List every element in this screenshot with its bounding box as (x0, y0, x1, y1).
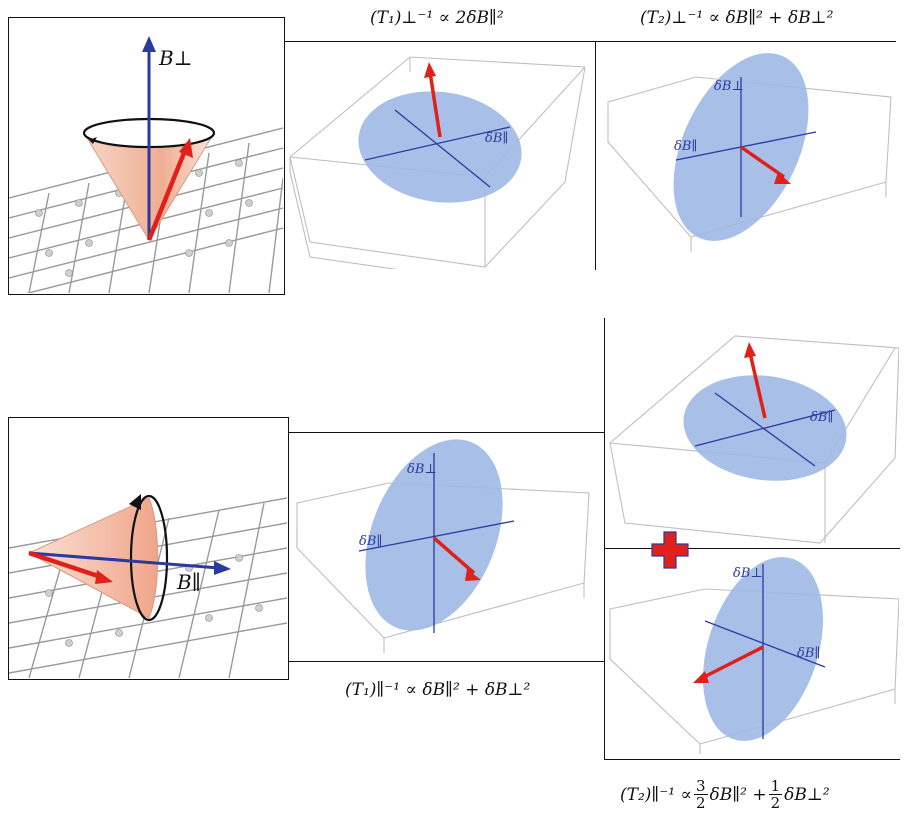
graphene-perp-illustration (8, 36, 284, 299)
eq-t2-par-term2: δB⊥² (784, 784, 830, 805)
db-perp-label: δB⊥ (733, 566, 763, 581)
db-par-label: δB∥ (359, 534, 382, 549)
db-par-label: δB∥ (485, 131, 508, 146)
t1-par-slab: δB⊥ δB∥ (296, 439, 590, 653)
t2-par-upper-panel: δB∥ (604, 318, 900, 549)
eq-t2-par-term1: δB∥² + (709, 784, 767, 805)
plus-icon (651, 531, 689, 569)
db-par-label: δB∥ (797, 646, 820, 661)
db-par-label: δB∥ (674, 139, 697, 154)
b-perp-label: B⊥ (159, 46, 193, 70)
eq-t2-par: (T₂)∥⁻¹ ∝ 3 2 δB∥² + 1 2 δB⊥² (620, 778, 830, 811)
t1-par-box-panel: δB⊥ δB∥ (289, 432, 604, 662)
t2-par-lower-slab: δB⊥ δB∥ (609, 557, 900, 754)
spin-arrow (28, 550, 105, 581)
eq-t2-perp: (T₂)⊥⁻¹ ∝ δB∥² + δB⊥² (640, 8, 834, 28)
eq-t1-par: (T₁)∥⁻¹ ∝ δB∥² + δB⊥² (345, 680, 531, 700)
carbon-atoms (45, 554, 263, 647)
precession-orbit (129, 494, 169, 622)
graphene-par-panel: B∥ (8, 417, 289, 680)
spin-arrow (748, 352, 767, 419)
b-par-arrow (28, 551, 220, 570)
frac-1-2: 1 2 (768, 777, 783, 812)
graphene-perp-panel: B⊥ (8, 17, 285, 299)
db-par-label: δB∥ (810, 410, 833, 425)
db-perp-label: δB⊥ (407, 462, 437, 477)
t1-perp-box-panel: δB∥ (285, 41, 596, 283)
b-par-label: B∥ (177, 570, 201, 594)
spin-arrow (699, 645, 764, 681)
spin-arrow (428, 71, 442, 138)
eq-t1-perp: (T₁)⊥⁻¹ ∝ 2δB∥² (370, 8, 504, 28)
frac-3-2: 3 2 (693, 777, 708, 812)
spin-arrow (739, 145, 786, 179)
spin-arrow (146, 147, 189, 241)
t1-perp-slab: δB∥ (289, 56, 586, 283)
eq-t2-par-lhs: (T₂)∥⁻¹ ∝ (620, 784, 692, 805)
t2-perp-slab: δB⊥ δB∥ (607, 53, 892, 252)
t2-par-upper-slab: δB∥ (609, 335, 900, 544)
t2-perp-box-panel: δB⊥ δB∥ (596, 41, 896, 270)
spin-arrow (432, 536, 476, 575)
graphene-par-illustration (8, 494, 288, 679)
db-perp-label: δB⊥ (714, 79, 744, 94)
t2-par-lower-panel: δB⊥ δB∥ (604, 549, 900, 760)
